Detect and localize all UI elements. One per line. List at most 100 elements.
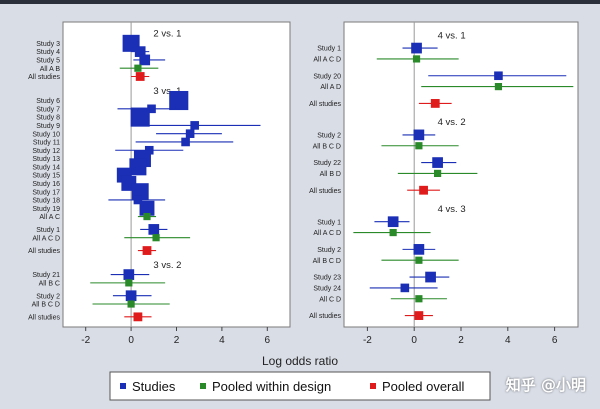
row-label: Study 13 [32, 156, 60, 163]
panel-subtitle: 4 vs. 3 [438, 204, 466, 215]
x-tick-label: 6 [265, 335, 271, 346]
row-label: All A C [39, 214, 60, 221]
legend-label-pooled_within_design: Pooled within design [212, 379, 331, 394]
row-label: All studies [309, 313, 341, 320]
point-estimate-marker [389, 228, 397, 237]
row-label: Study 22 [313, 160, 341, 167]
row-label: Study 17 [32, 189, 60, 196]
row-label: Study 23 [313, 275, 341, 282]
x-tick-label: 4 [219, 335, 225, 346]
row-label: Study 2 [317, 247, 341, 254]
point-estimate-marker [133, 312, 143, 322]
point-estimate-marker [425, 271, 436, 283]
x-tick-label: 2 [458, 335, 464, 346]
x-tick-label: 4 [505, 335, 511, 346]
legend-label-pooled_overall: Pooled overall [382, 379, 464, 394]
row-label: Study 19 [32, 206, 60, 213]
row-label: All studies [28, 74, 60, 81]
point-estimate-marker [411, 42, 422, 54]
row-label: All B C [39, 280, 60, 287]
point-estimate-marker [181, 137, 190, 147]
x-tick-label: 2 [174, 335, 180, 346]
point-estimate-marker [400, 283, 410, 293]
point-estimate-marker [430, 99, 440, 108]
row-label: All A D [320, 84, 341, 91]
row-label: Study 16 [32, 181, 60, 188]
point-estimate-marker [139, 54, 151, 66]
row-label: All studies [309, 101, 341, 108]
point-estimate-marker [129, 158, 147, 176]
point-estimate-marker [185, 129, 195, 138]
row-label: Study 4 [36, 49, 60, 56]
point-estimate-marker [434, 169, 442, 178]
panel-frame [62, 21, 291, 328]
row-label: Study 7 [36, 106, 60, 113]
point-estimate-marker [142, 246, 152, 255]
point-estimate-marker [415, 295, 423, 303]
point-estimate-marker [135, 72, 145, 81]
point-estimate-marker [413, 129, 425, 141]
legend-box [109, 371, 491, 401]
row-label: Study 10 [32, 131, 60, 138]
point-estimate-marker [419, 185, 428, 195]
point-estimate-marker [123, 269, 135, 280]
legend-swatch-pooled_overall [370, 383, 376, 389]
legend-label-studies: Studies [132, 379, 176, 394]
point-estimate-marker [413, 244, 425, 255]
legend: Studies Pooled within design Pooled overal… [109, 371, 491, 401]
row-label: Study 12 [32, 148, 60, 155]
row-label: Study 18 [32, 198, 60, 205]
panel-subtitle: 4 vs. 1 [438, 30, 466, 41]
row-label: All studies [28, 314, 60, 321]
x-tick-label: -2 [81, 335, 90, 346]
row-label: All B C D [313, 143, 341, 150]
row-label: All B C D [313, 258, 341, 265]
point-estimate-marker [125, 290, 137, 302]
row-label: Study 8 [36, 115, 60, 122]
point-estimate-marker [412, 55, 421, 63]
point-estimate-marker [134, 46, 146, 57]
row-label: Study 1 [317, 46, 341, 53]
point-estimate-marker [147, 104, 156, 114]
row-label: Study 14 [32, 164, 60, 171]
row-label: All A C D [32, 235, 60, 242]
panel-subtitle: 3 vs. 1 [153, 86, 181, 97]
row-label: Study 20 [313, 73, 341, 80]
row-label: All A C D [313, 230, 341, 237]
point-estimate-marker [190, 121, 199, 130]
row-label: Study 11 [33, 140, 60, 147]
panel-subtitle: 2 vs. 1 [153, 29, 181, 40]
row-label: Study 21 [32, 272, 60, 279]
panel-frame [343, 21, 579, 328]
point-estimate-marker [152, 234, 160, 242]
point-estimate-marker [387, 216, 399, 228]
row-label: Study 1 [317, 219, 341, 226]
point-estimate-marker [494, 71, 503, 81]
row-label: Study 15 [32, 173, 60, 180]
row-label: All A B [40, 66, 61, 73]
row-label: Study 6 [36, 98, 60, 105]
x-axis-label: Log odds ratio [262, 354, 338, 368]
x-tick-label: 0 [411, 335, 417, 346]
row-label: Study 2 [36, 293, 60, 300]
panel-subtitle: 4 vs. 2 [438, 117, 466, 128]
row-label: Study 5 [36, 58, 60, 65]
point-estimate-marker [415, 256, 423, 264]
row-label: All studies [309, 188, 341, 195]
point-estimate-marker [125, 279, 133, 287]
point-estimate-marker [169, 90, 189, 111]
row-label: Study 9 [36, 123, 60, 130]
row-label: All studies [28, 248, 60, 255]
x-tick-label: 6 [552, 335, 558, 346]
point-estimate-marker [148, 224, 160, 235]
top-edge-strip [0, 0, 600, 4]
row-label: Study 3 [36, 41, 60, 48]
legend-swatch-pooled_within_design [200, 383, 206, 389]
x-tick-label: -2 [363, 335, 372, 346]
point-estimate-marker [139, 200, 155, 216]
row-label: All B C D [32, 302, 60, 309]
point-estimate-marker [414, 311, 424, 320]
